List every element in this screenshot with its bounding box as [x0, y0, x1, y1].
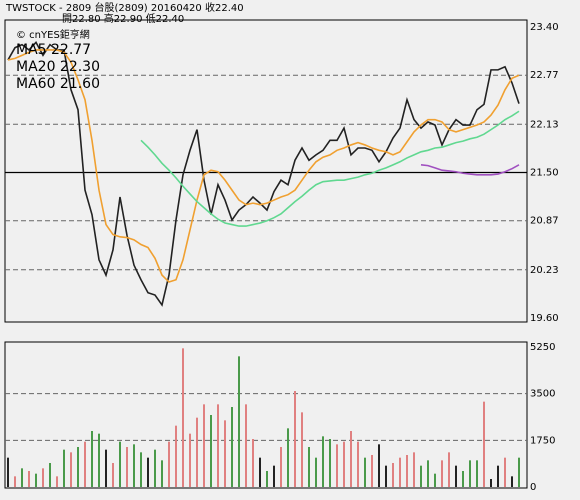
- volume-bar: [189, 433, 191, 487]
- volume-bar: [56, 476, 58, 487]
- volume-bar: [14, 476, 16, 487]
- volume-bar: [511, 476, 513, 487]
- volume-bar: [63, 449, 65, 487]
- watermark: © cnYES鉅亨網: [16, 28, 90, 41]
- volume-bar: [245, 404, 247, 487]
- volume-bar: [105, 449, 107, 487]
- volume-bar: [231, 407, 233, 487]
- volume-bar: [343, 441, 345, 487]
- volume-bar: [476, 460, 478, 487]
- volume-bar: [427, 460, 429, 487]
- volume-bar: [210, 415, 212, 487]
- volume-bar: [217, 404, 219, 487]
- volume-bar: [287, 428, 289, 487]
- volume-bar: [497, 465, 499, 487]
- volume-bar: [28, 471, 30, 487]
- volume-bar: [7, 457, 9, 487]
- volume-bar: [175, 425, 177, 487]
- volume-bar: [84, 441, 86, 487]
- volume-bar: [77, 447, 79, 487]
- volume-bar: [182, 348, 184, 487]
- volume-bar: [21, 468, 23, 487]
- volume-bar: [224, 420, 226, 487]
- volume-bar: [483, 401, 485, 487]
- volume-bar: [490, 479, 492, 487]
- volume-bar: [168, 441, 170, 487]
- volume-bar: [420, 465, 422, 487]
- y-tick-label: 3500: [530, 389, 555, 400]
- legend-entry: MA20 22.30: [16, 59, 100, 75]
- volume-bar: [126, 447, 128, 487]
- volume-bar: [294, 391, 296, 487]
- y-tick-label: 0: [530, 482, 536, 493]
- y-tick-label: 20.23: [530, 265, 559, 276]
- header-line2: 開22.80 高22.90 低22.40: [62, 12, 184, 25]
- volume-bar: [455, 465, 457, 487]
- volume-bar: [140, 452, 142, 487]
- volume-bar: [357, 441, 359, 487]
- y-tick-label: 23.40: [530, 22, 559, 33]
- volume-bar: [378, 444, 380, 487]
- volume-bar: [392, 463, 394, 487]
- volume-bar: [308, 447, 310, 487]
- volume-bar: [364, 457, 366, 487]
- volume-bar: [434, 473, 436, 487]
- volume-bar: [462, 471, 464, 487]
- volume-bar: [259, 457, 261, 487]
- volume-bar: [315, 457, 317, 487]
- series-line: [140, 110, 520, 227]
- legend-entry: MA60 21.60: [16, 76, 100, 92]
- volume-bar: [273, 465, 275, 487]
- y-tick-label: 21.50: [530, 168, 559, 179]
- volume-bar: [469, 460, 471, 487]
- y-tick-label: 22.77: [530, 70, 559, 81]
- volume-bar: [203, 404, 205, 487]
- volume-bar: [399, 457, 401, 487]
- header-line1: TWSTOCK - 2809 台股(2809) 20160420 收22.40: [5, 1, 244, 14]
- volume-bar: [133, 444, 135, 487]
- volume-bar: [147, 457, 149, 487]
- volume-bar: [280, 447, 282, 487]
- series-line: [7, 40, 520, 307]
- volume-bar: [154, 449, 156, 487]
- y-tick-label: 19.60: [530, 313, 559, 324]
- y-tick-label: 5250: [530, 342, 555, 353]
- volume-bar: [385, 465, 387, 487]
- volume-bar: [406, 455, 408, 487]
- volume-bar: [322, 436, 324, 487]
- volume-bar: [112, 463, 114, 487]
- volume-bar: [518, 457, 520, 487]
- volume-bar: [238, 356, 240, 487]
- volume-bar: [413, 452, 415, 487]
- volume-bar: [329, 439, 331, 487]
- volume-bar: [161, 460, 163, 487]
- y-tick-label: 1750: [530, 435, 555, 446]
- volume-bar: [371, 455, 373, 487]
- volume-bar: [70, 452, 72, 487]
- volume-bar: [448, 452, 450, 487]
- volume-bar: [49, 463, 51, 487]
- series-line: [7, 49, 520, 283]
- volume-bar: [350, 431, 352, 487]
- volume-bar: [266, 471, 268, 487]
- legend-entry: MA5 22.77: [16, 42, 91, 58]
- volume-panel: [4, 341, 528, 489]
- y-tick-label: 22.13: [530, 119, 559, 130]
- volume-bar: [504, 457, 506, 487]
- series-line: [420, 164, 520, 176]
- y-tick-label: 20.87: [530, 216, 559, 227]
- price-panel: [4, 19, 528, 323]
- volume-bar: [42, 468, 44, 487]
- volume-bar: [196, 417, 198, 487]
- volume-bar: [336, 444, 338, 487]
- volume-bar: [91, 431, 93, 487]
- volume-bar: [119, 441, 121, 487]
- volume-bar: [252, 439, 254, 487]
- volume-bar: [301, 412, 303, 487]
- volume-bar: [441, 460, 443, 487]
- volume-bar: [98, 433, 100, 487]
- volume-bar: [35, 473, 37, 487]
